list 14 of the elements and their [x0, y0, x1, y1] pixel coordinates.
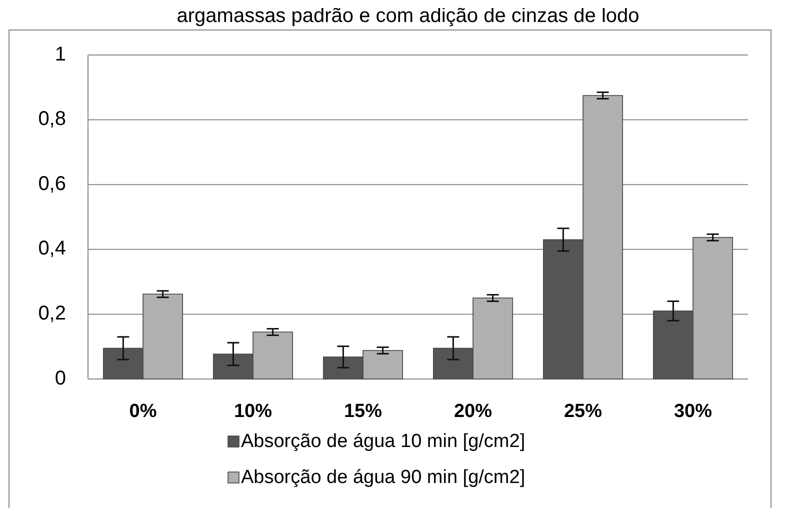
x-tick-label: 15%: [344, 401, 382, 422]
y-tick-label: 0,6: [38, 172, 66, 195]
y-tick-label: 0,8: [38, 108, 66, 130]
x-tick-label: 0%: [129, 401, 157, 422]
x-tick-label: 30%: [674, 401, 712, 422]
y-tick-label: 0,4: [38, 238, 66, 260]
legend-label: Absorção de água 90 min [g/cm2]: [241, 467, 526, 488]
y-tick-label: 1: [54, 43, 66, 66]
x-tick-label: 10%: [234, 401, 272, 422]
x-tick-label: 20%: [454, 401, 492, 422]
legend-label: Absorção de água 10 min [g/cm2]: [241, 431, 526, 452]
x-tick-label: 25%: [564, 401, 602, 422]
y-tick-label: 0,2: [38, 302, 66, 324]
y-tick-label: 0: [54, 367, 66, 390]
